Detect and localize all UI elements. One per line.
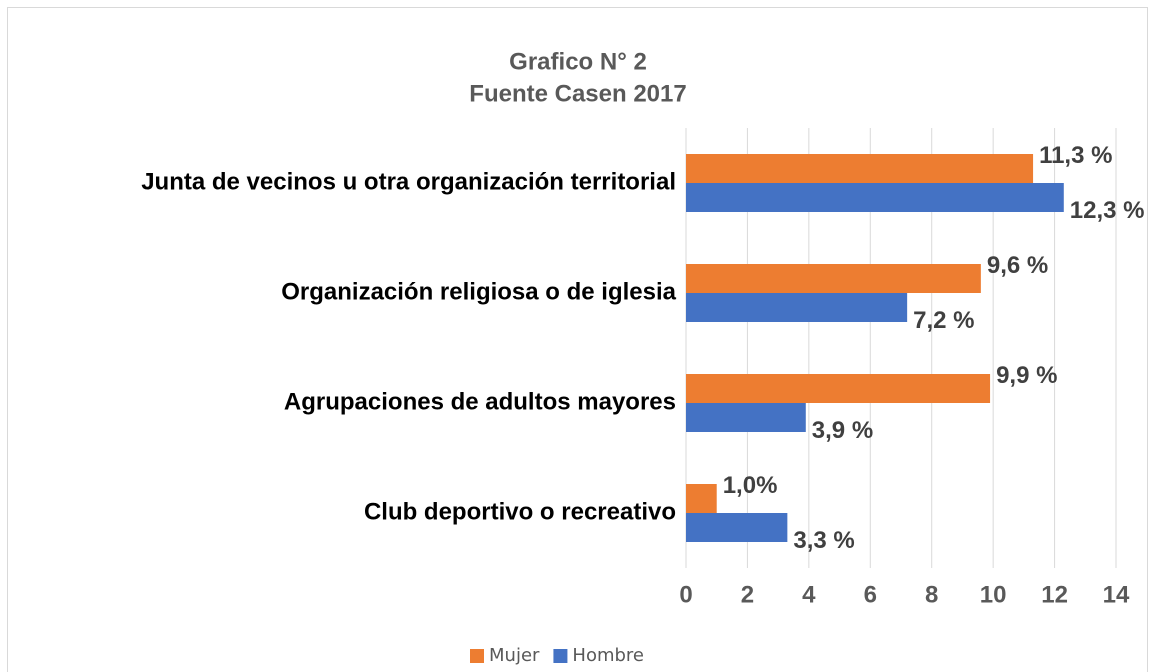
legend-swatch	[553, 649, 568, 663]
y-tick-label: Organización religiosa o de iglesia	[281, 278, 676, 305]
x-tick-label: 6	[864, 581, 877, 608]
legend-label: Mujer	[489, 645, 540, 666]
x-tick-label: 12	[1041, 581, 1068, 608]
y-tick-label: Junta de vecinos u otra organización ter…	[141, 168, 676, 195]
chart-border	[7, 7, 1148, 672]
bar	[686, 374, 991, 403]
bar	[686, 154, 1034, 183]
bar	[686, 293, 908, 322]
chart-subtitle: Fuente Casen 2017	[469, 80, 686, 107]
value-label: 9,6 %	[987, 252, 1048, 279]
x-tick-label: 0	[679, 581, 692, 608]
legend-label: Hombre	[572, 645, 644, 666]
value-label: 7,2 %	[913, 307, 974, 334]
bar	[686, 183, 1064, 212]
y-tick-label: Club deportivo o recreativo	[364, 498, 676, 525]
bar	[686, 513, 788, 542]
value-label: 3,3 %	[793, 527, 854, 554]
value-label: 12,3 %	[1070, 197, 1145, 224]
bar	[686, 484, 717, 513]
bar	[686, 264, 981, 293]
chart-title: Grafico N° 2	[509, 48, 647, 75]
x-tick-label: 8	[925, 581, 938, 608]
value-label: 1,0%	[723, 472, 778, 499]
bar	[686, 403, 806, 432]
value-label: 9,9 %	[996, 362, 1057, 389]
x-tick-label: 2	[741, 581, 754, 608]
x-tick-label: 4	[802, 581, 816, 608]
x-tick-label: 10	[980, 581, 1007, 608]
x-tick-label: 14	[1103, 581, 1130, 608]
value-label: 11,3 %	[1039, 142, 1112, 169]
y-tick-label: Agrupaciones de adultos mayores	[284, 388, 676, 415]
legend-swatch	[470, 649, 484, 663]
value-label: 3,9 %	[812, 417, 873, 444]
